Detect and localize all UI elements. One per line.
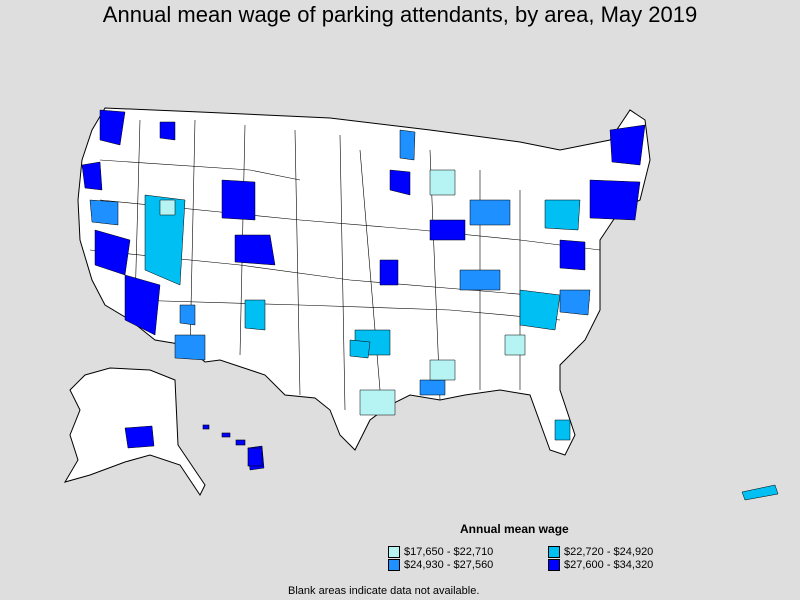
legend-swatch-2: [548, 546, 560, 558]
hawaii-shape: [202, 424, 263, 467]
contiguous-us-shape: [77, 107, 651, 456]
legend-title: Annual mean wage: [460, 522, 569, 536]
legend-item-1: $17,650 - $22,710: [388, 546, 538, 558]
map-title: Annual mean wage of parking attendants, …: [102, 2, 698, 27]
legend-label-1: $17,650 - $22,710: [404, 546, 494, 558]
legend-label-2: $22,720 - $24,920: [564, 546, 654, 558]
wage-regions: [81, 109, 779, 501]
legend-label-4: $27,600 - $34,320: [564, 559, 654, 571]
legend-swatch-3: [388, 559, 400, 571]
data-availability-note: Blank areas indicate data not available.: [288, 585, 480, 597]
legend-item-2: $22,720 - $24,920: [548, 546, 698, 558]
us-area-map: [63, 107, 779, 501]
legend-item-4: $27,600 - $34,320: [548, 559, 698, 571]
legend-swatch-1: [388, 546, 400, 558]
legend-item-3: $24,930 - $27,560: [388, 559, 538, 571]
legend-swatch-4: [548, 559, 560, 571]
legend: $17,650 - $22,710 $22,720 - $24,920 $24,…: [388, 546, 718, 571]
legend-label-3: $24,930 - $27,560: [404, 559, 494, 571]
